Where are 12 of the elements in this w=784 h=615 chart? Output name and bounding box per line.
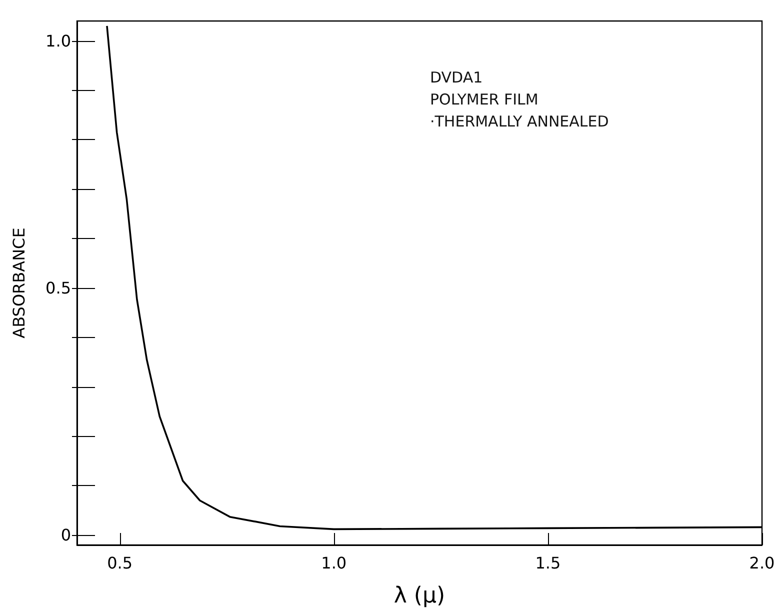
- x-tick-label: 0.5: [107, 554, 133, 572]
- annotation: ·THERMALLY ANNEALED: [430, 112, 609, 130]
- x-tick-label: 2.0: [749, 554, 775, 572]
- y-axis-title: ABSORBANCE: [10, 228, 28, 338]
- annotation: POLYMER FILM: [430, 90, 538, 108]
- x-axis-title: λ (μ): [394, 584, 446, 608]
- x-tick-label: 1.5: [535, 554, 561, 572]
- y-tick-label: 0: [60, 526, 71, 545]
- y-tick-label: 0.5: [46, 278, 71, 298]
- annotation: DVDA1: [430, 68, 483, 86]
- x-tick-label: 1.0: [321, 554, 347, 572]
- y-tick-label: 1.0: [46, 31, 71, 50]
